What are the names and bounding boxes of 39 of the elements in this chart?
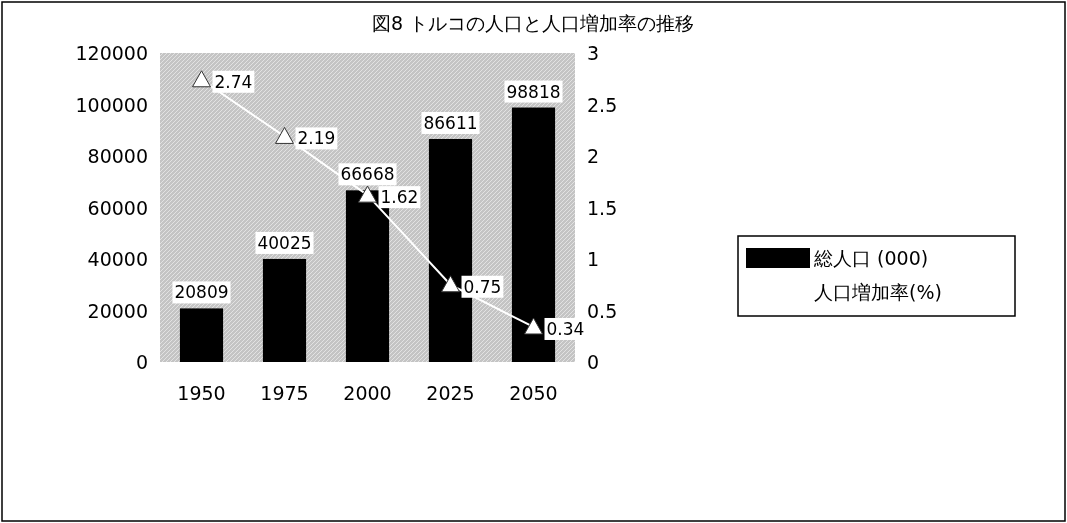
data-label: 40025	[257, 232, 312, 253]
data-label: 0.34	[546, 318, 585, 339]
y2-tick-label: 0	[587, 351, 600, 373]
y-tick-label: 100000	[75, 93, 148, 116]
y2-tick-label: 3	[587, 42, 600, 64]
y-tick-label: 40000	[87, 248, 148, 270]
y2-tick-label: 2.5	[587, 93, 618, 116]
x-tick-label: 2025	[426, 382, 475, 404]
y2-tick-label: 1.5	[587, 196, 618, 219]
point	[441, 275, 460, 293]
chart-title: 図8 トルコの人口と人口増加率の推移	[371, 12, 695, 34]
y-tick-label: 0	[135, 351, 148, 373]
x-tick-label: 2000	[343, 382, 392, 404]
data-label: 1.62	[380, 187, 419, 208]
x-tick-label: 2050	[509, 382, 558, 404]
y-tick-label: 20000	[87, 299, 148, 322]
text: 人口増加率(%)	[814, 281, 942, 303]
data-label: 86611	[423, 112, 478, 133]
data-label: 20809	[174, 282, 229, 303]
data-label: 0.75	[463, 276, 502, 297]
bar	[179, 308, 224, 362]
data-label: 66668	[340, 164, 395, 185]
x-tick-label: 1975	[260, 382, 309, 404]
y2-tick-label: 2	[587, 145, 600, 167]
point	[275, 126, 294, 144]
x-tick-label: 1950	[177, 382, 226, 404]
point	[358, 185, 377, 203]
data-label: 2.19	[297, 128, 336, 149]
bar	[262, 258, 307, 362]
point	[524, 317, 543, 335]
y2-tick-label: 1	[587, 248, 600, 270]
data-label: 2.74	[214, 71, 253, 92]
y-tick-label: 60000	[87, 196, 148, 219]
point	[192, 70, 211, 88]
data-label: 98818	[506, 81, 561, 102]
y-tick-label: 120000	[75, 42, 148, 64]
y2-tick-label: 0.5	[587, 299, 618, 322]
legend-label: 総人口 (000)	[813, 247, 929, 269]
y-tick-label: 80000	[87, 145, 148, 167]
